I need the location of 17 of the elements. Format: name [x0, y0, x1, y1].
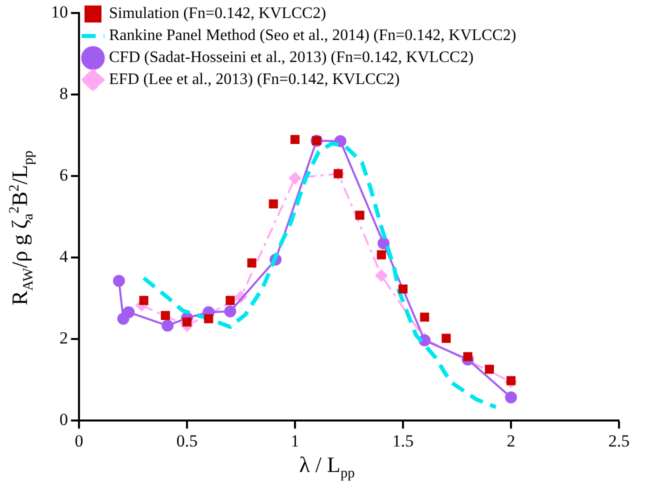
legend-label: CFD (Sadat-Hosseini et al., 2013) (Fn=0.142, KVLCC2)	[109, 49, 474, 66]
legend-label: Simulation (Fn=0.142, KVLCC2)	[109, 5, 326, 22]
y-tick-label: 2	[60, 328, 68, 348]
x-axis-title: λ / L$_{pp}$	[298, 452, 356, 482]
x-tick-label: 2	[506, 431, 516, 450]
y-tick-label: 4	[60, 247, 68, 266]
x-tick-label: 0.5	[176, 431, 198, 450]
y-tick-label: 6	[60, 166, 68, 185]
legend-label: EFD (Lee et al., 2013) (Fn=0.142, KVLCC2)	[109, 71, 400, 88]
x-tick-label: 2.5	[608, 431, 630, 450]
x-tick-label: 0	[74, 431, 84, 450]
legend-label: Rankine Panel Method (Seo et al., 2014) (Fn=0.142, KVLCC2)	[109, 27, 516, 44]
x-tick-label: 1	[290, 431, 300, 450]
y-tick-label: 10	[51, 2, 68, 22]
y-tick-label: 8	[60, 84, 68, 104]
y-tick-label: 0	[60, 410, 68, 430]
x-tick-label: 1.5	[392, 431, 414, 450]
